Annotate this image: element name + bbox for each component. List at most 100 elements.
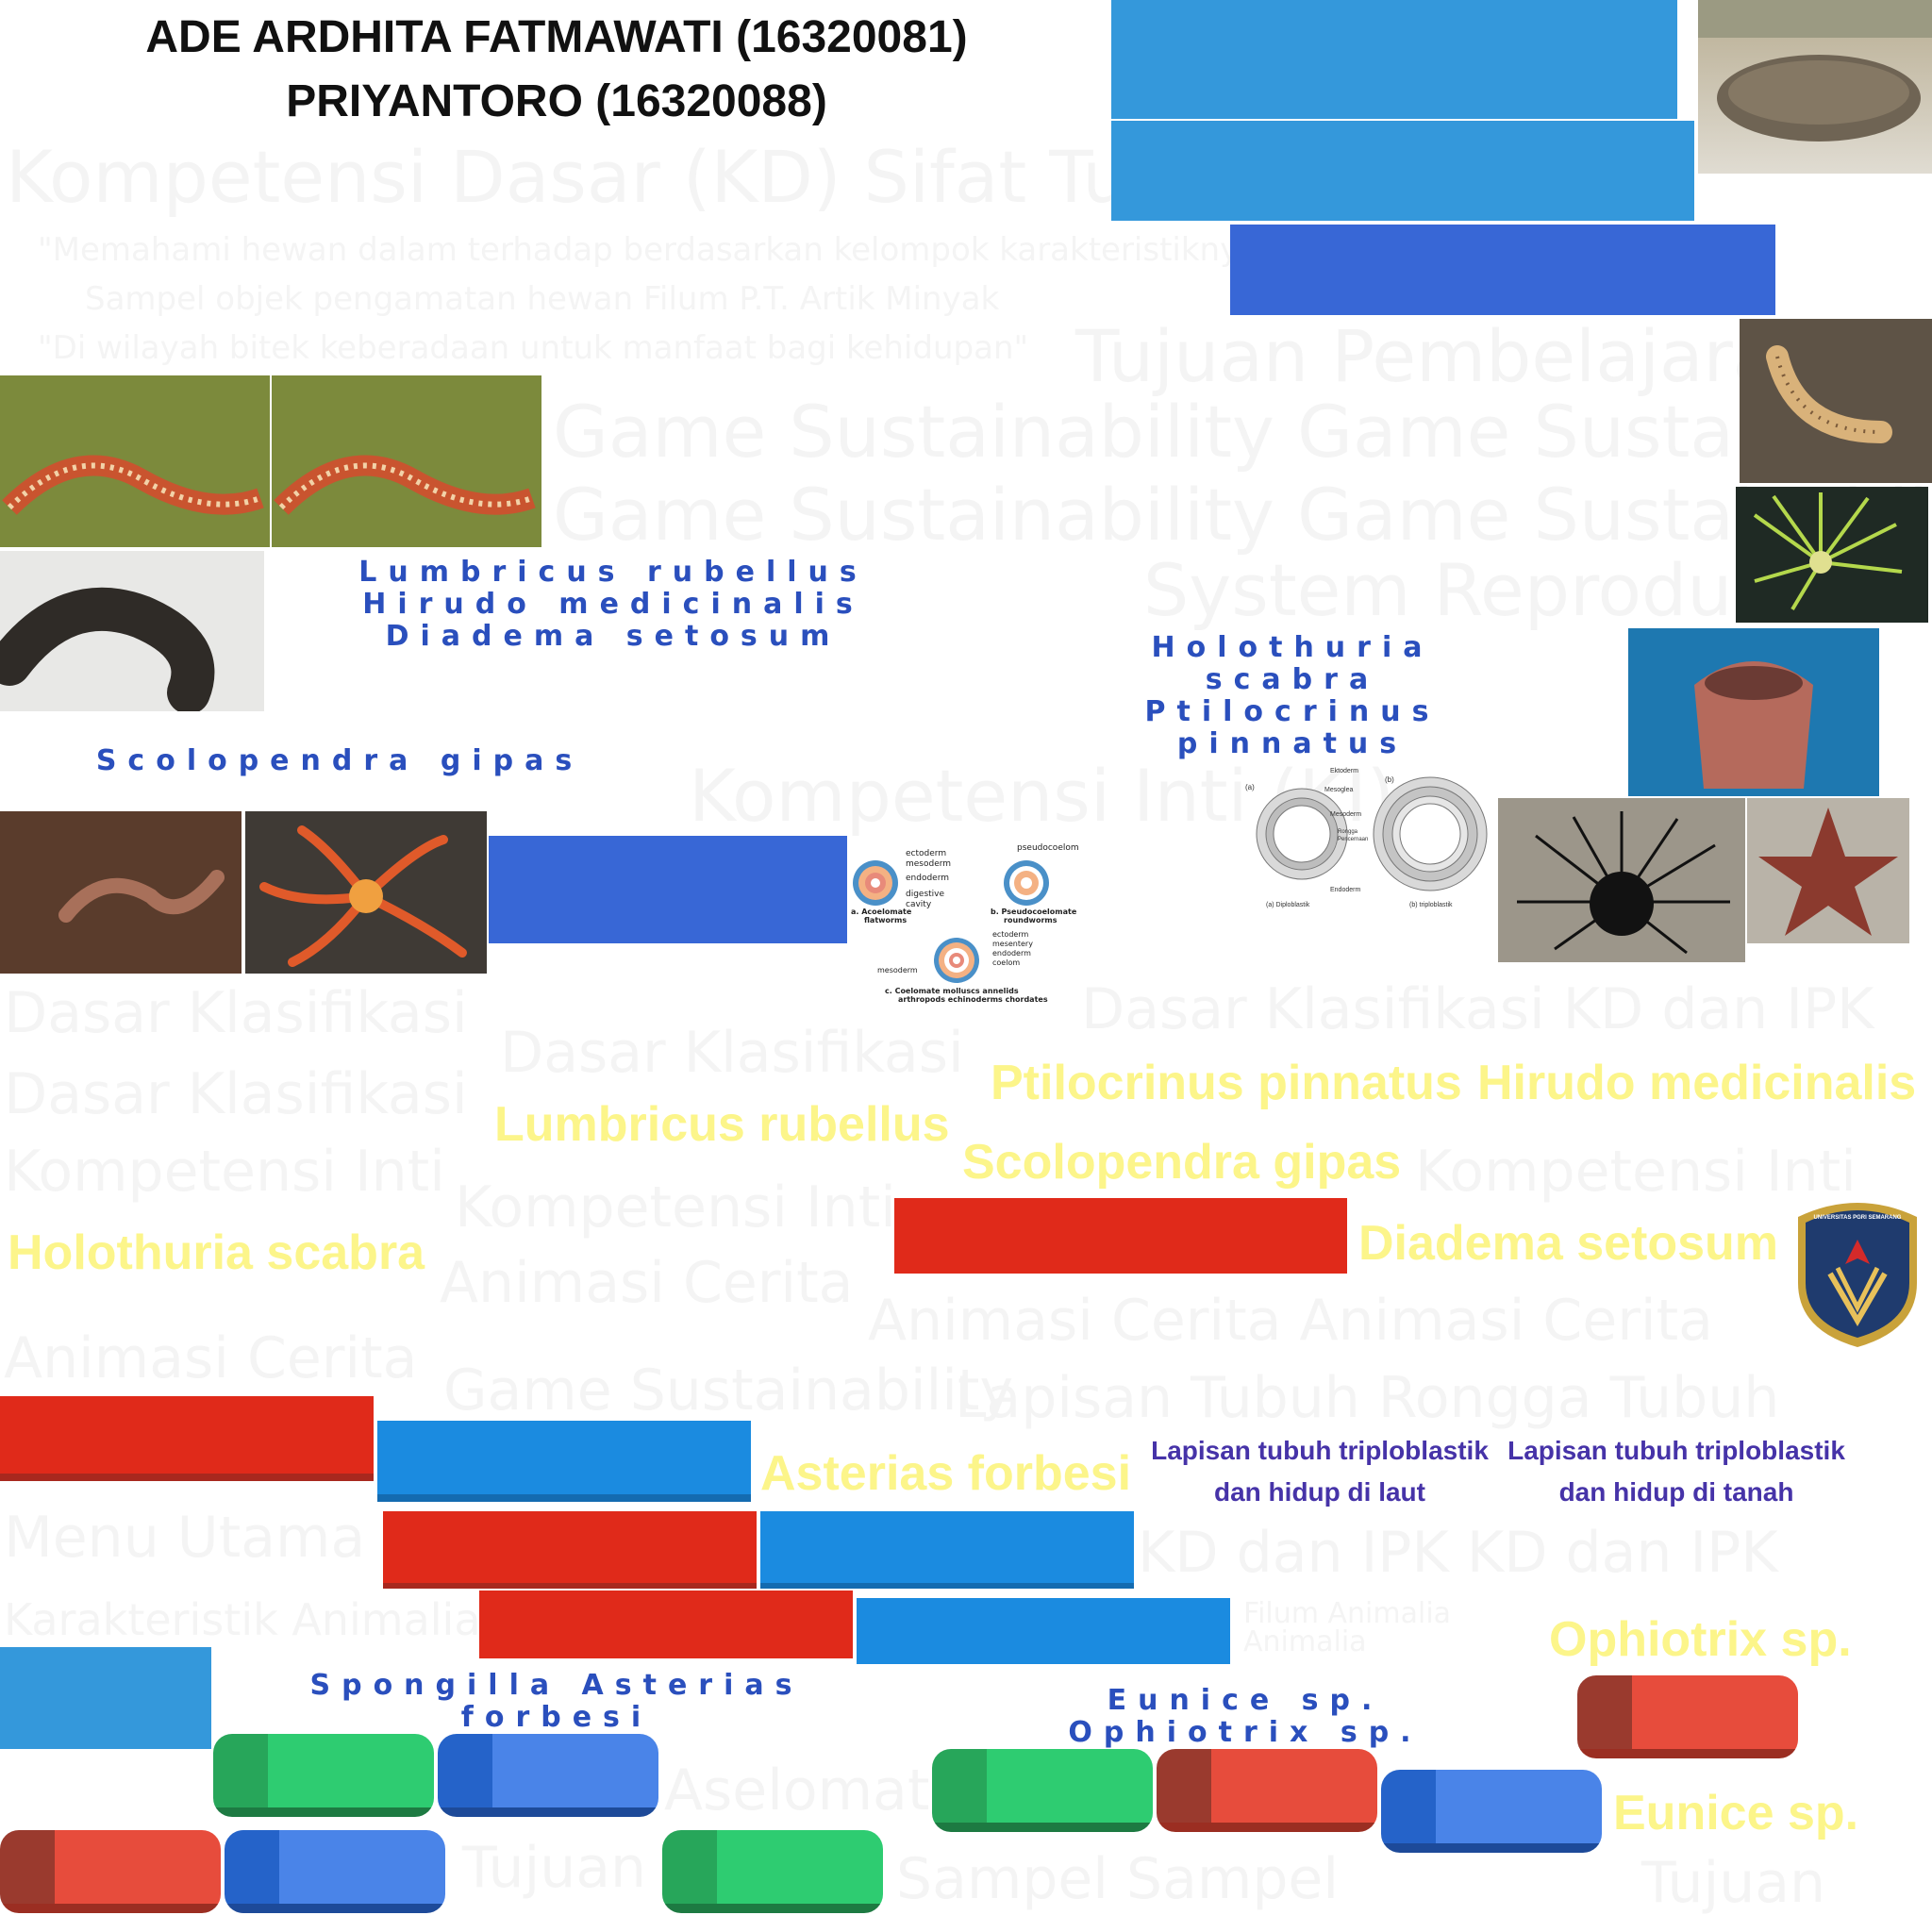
ghost-text: System Reproduksi	[1143, 548, 1832, 632]
ghost-text: Tujuan	[1641, 1850, 1826, 1916]
earthworm-photo	[0, 811, 242, 974]
caption-c2: arthropods echinoderms chordates	[898, 995, 1048, 1004]
label-mesoderm: Mesoderm	[1330, 811, 1362, 818]
red-block[interactable]	[383, 1511, 757, 1589]
body-cavity-diagram: ectoderm mesoderm endoderm digestive cav…	[851, 830, 1087, 1009]
ghost-text: Sampel Sampel	[896, 1846, 1340, 1912]
label-pencernaan: Pencernaan	[1338, 837, 1369, 842]
label-scolopendra[interactable]: Scolopendra gipas	[962, 1135, 1402, 1190]
ghost-text: Game Sustainability Game Sustainability	[553, 390, 1932, 474]
ghost-text: Animasi Cerita	[440, 1250, 854, 1316]
ghost-text: Filum Animalia Animalia	[1243, 1597, 1452, 1658]
ghost-text: Lapisan Tubuh Rongga Tubuh	[955, 1365, 1780, 1431]
label-mesoglea: Mesoglea	[1324, 787, 1354, 793]
brittle-star-photo	[245, 811, 487, 974]
caption-b2: roundworms	[1004, 916, 1058, 924]
label-ektoderm: Ektoderm	[1330, 768, 1358, 774]
red-pill-button[interactable]	[1157, 1749, 1377, 1832]
ghost-text: Kompetensi Inti	[1415, 1139, 1857, 1205]
blue-block[interactable]	[1230, 225, 1775, 315]
caption-a2: flatworms	[864, 916, 908, 924]
ghost-text: Tujuan Pembelajaran	[1075, 314, 1823, 398]
blue-pill-button[interactable]	[438, 1734, 658, 1817]
label-ptilocrinus[interactable]: Ptilocrinus pinnatus	[991, 1056, 1462, 1110]
label-a: (a)	[1245, 783, 1255, 791]
red-pill-button[interactable]	[1577, 1675, 1798, 1758]
label-lumbricus[interactable]: Lumbricus rubellus	[494, 1097, 950, 1152]
species-label-group: Scolopendra gipas	[95, 744, 584, 777]
ghost-text: Karakteristik Animalia	[4, 1594, 481, 1645]
label-digestive: digestive	[906, 890, 945, 899]
ghost-text: Game Sustainability Game Sustainability	[553, 473, 1932, 557]
label-endoderm: Endoderm	[1330, 887, 1361, 893]
author-line-2: PRIYANTORO (16320088)	[286, 76, 827, 126]
green-pill-button[interactable]	[213, 1734, 434, 1817]
ghost-text: Tujuan	[462, 1835, 647, 1901]
ghost-text: Aselomata	[664, 1757, 965, 1824]
caption-a1: a. Acoelomate	[851, 908, 912, 916]
ghost-text: "Di wilayah bitek keberadaan untuk manfa…	[38, 329, 1029, 367]
leech-photo	[0, 551, 264, 711]
tanah-line-2: dan hidup di tanah	[1558, 1477, 1794, 1507]
green-pill-button[interactable]	[932, 1749, 1153, 1832]
sea-lily-photo	[1736, 487, 1928, 623]
label-hirudo[interactable]: Hirudo medicinalis	[1477, 1056, 1917, 1110]
logo-text: UNIVERSITAS PGRI SEMARANG	[1813, 1215, 1902, 1221]
blue-pill-button[interactable]	[1381, 1770, 1602, 1853]
blue-block[interactable]	[377, 1421, 751, 1502]
laut-line-2: dan hidup di laut	[1214, 1477, 1425, 1507]
author-line-1: ADE ARDHITA FATMAWATI (16320081)	[145, 12, 968, 62]
label-triploblastik-tanah: Lapisan tubuh triploblastik dan hidup di…	[1502, 1430, 1851, 1513]
ghost-text: Dasar Klasifikasi	[500, 1020, 964, 1086]
germ-layer-diagram: (a) (b) Ektoderm Mesoglea Mesoderm Rongg…	[1243, 758, 1496, 919]
caption-b1: b. Pseudocoelomate	[991, 908, 1077, 916]
label-eunice[interactable]: Eunice sp.	[1613, 1786, 1859, 1840]
label-rongga: Rongga	[1338, 829, 1358, 835]
caption-diploblastik: (a) Diploblastik	[1266, 902, 1310, 908]
label-asterias[interactable]: Asterias forbesi	[760, 1446, 1132, 1501]
red-block[interactable]	[479, 1591, 853, 1658]
species-label-group: Spongilla Asterias forbesi	[309, 1669, 804, 1734]
tanah-line-1: Lapisan tubuh triploblastik	[1507, 1436, 1845, 1465]
centipede-photo-right	[272, 375, 541, 547]
ghost-text: Dasar Klasifikasi KD dan IPK	[1081, 976, 1874, 1042]
label-ectoderm: ectoderm	[906, 849, 947, 858]
ghost-text: Menu Utama	[4, 1505, 366, 1571]
blue-block[interactable]	[489, 836, 847, 943]
species-label-group: Lumbricus rubellus Hirudo medicinalis Di…	[358, 556, 868, 653]
starfish-photo	[1747, 798, 1909, 943]
green-pill-button[interactable]	[662, 1830, 883, 1913]
authors-heading: ADE ARDHITA FATMAWATI (16320081) PRIYANT…	[0, 6, 1113, 134]
label-coelom: coelom	[992, 958, 1021, 967]
light-blue-block[interactable]	[1111, 121, 1694, 221]
caption-c1: c. Coelomate molluscs annelids	[885, 987, 1019, 995]
red-block[interactable]	[0, 1396, 374, 1481]
label-cavity: cavity	[906, 900, 932, 909]
species-label-group: Eunice sp. Ophiotrix sp.	[1068, 1684, 1423, 1749]
caption-triploblastik: (b) triploblastik	[1409, 902, 1453, 908]
label-diadema[interactable]: Diadema setosum	[1358, 1216, 1779, 1271]
red-block[interactable]	[894, 1198, 1347, 1274]
sponge-photo	[1628, 628, 1879, 796]
laut-line-1: Lapisan tubuh triploblastik	[1151, 1436, 1489, 1465]
blue-pill-button[interactable]	[225, 1830, 445, 1913]
bristleworm-photo	[1740, 319, 1932, 483]
ghost-text: Animasi Cerita	[4, 1325, 418, 1391]
ghost-text: Dasar Klasifikasi	[4, 980, 468, 1046]
label-mesoderm: mesoderm	[906, 859, 952, 869]
ghost-text: Dasar Klasifikasi	[4, 1061, 468, 1127]
light-blue-block[interactable]	[1111, 0, 1677, 119]
blue-block[interactable]	[857, 1598, 1230, 1664]
label-ectoderm-2: ectoderm	[992, 930, 1029, 939]
blue-block[interactable]	[760, 1511, 1134, 1589]
label-ophiotrix[interactable]: Ophiotrix sp.	[1549, 1612, 1852, 1667]
label-pseudocoelom: pseudocoelom	[1017, 843, 1079, 853]
red-pill-button[interactable]	[0, 1830, 221, 1913]
sea-cucumber-photo	[1698, 0, 1932, 174]
ghost-text: Kompetensi Inti	[455, 1174, 896, 1241]
ghost-text: "Memahami hewan dalam terhadap berdasark…	[38, 231, 1274, 269]
label-triploblastik-laut: Lapisan tubuh triploblastik dan hidup di…	[1145, 1430, 1494, 1513]
light-blue-block[interactable]	[0, 1647, 211, 1749]
sea-urchin-photo	[1498, 798, 1745, 962]
label-holothuria[interactable]: Holothuria scabra	[8, 1225, 425, 1280]
